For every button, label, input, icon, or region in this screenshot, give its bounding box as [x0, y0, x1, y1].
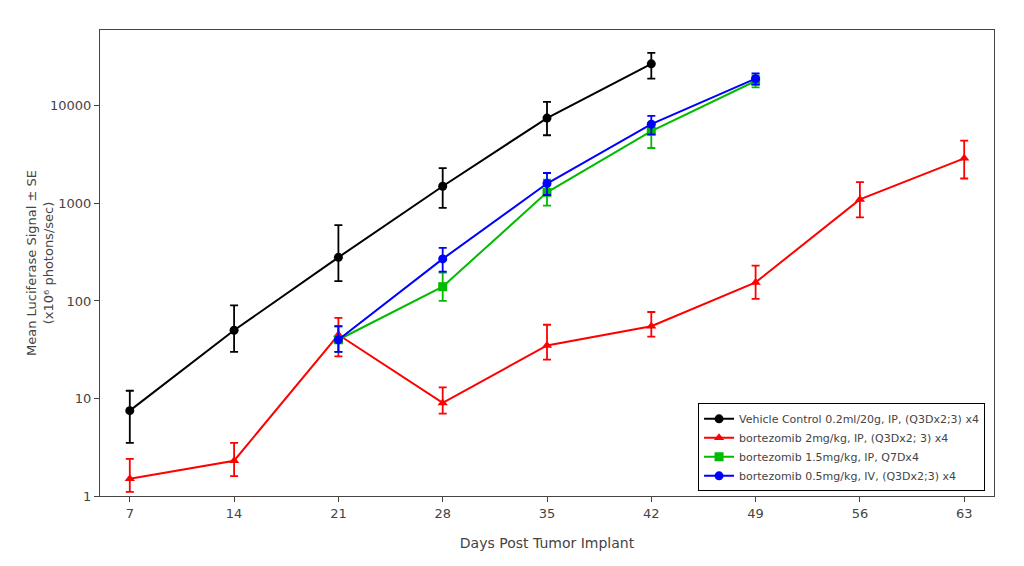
svg-text:42: 42: [643, 506, 660, 521]
svg-text:10: 10: [75, 391, 92, 406]
svg-text:Mean Luciferase Signal ± SE(x1: Mean Luciferase Signal ± SE(x10⁶ photons…: [24, 170, 56, 356]
svg-text:10000: 10000: [50, 98, 91, 113]
svg-text:56: 56: [852, 506, 869, 521]
svg-text:Days Post Tumor Implant: Days Post Tumor Implant: [460, 535, 635, 551]
svg-text:1000: 1000: [58, 196, 91, 211]
svg-text:bortezomib 2mg/kg, IP, (Q3Dx2;: bortezomib 2mg/kg, IP, (Q3Dx2; 3) x4: [739, 432, 948, 445]
svg-text:Vehicle Control 0.2ml/20g, IP,: Vehicle Control 0.2ml/20g, IP, (Q3Dx2;3)…: [739, 413, 979, 426]
svg-text:21: 21: [330, 506, 347, 521]
svg-text:100: 100: [67, 294, 92, 309]
svg-text:1: 1: [83, 489, 91, 504]
svg-text:7: 7: [126, 506, 134, 521]
svg-text:63: 63: [956, 506, 973, 521]
svg-text:35: 35: [539, 506, 556, 521]
svg-text:bortezomib 1.5mg/kg, IP, Q7Dx4: bortezomib 1.5mg/kg, IP, Q7Dx4: [739, 451, 919, 464]
svg-text:14: 14: [226, 506, 243, 521]
svg-text:49: 49: [747, 506, 764, 521]
svg-text:bortezomib 0.5mg/kg, IV, (Q3Dx: bortezomib 0.5mg/kg, IV, (Q3Dx2;3) x4: [739, 470, 956, 483]
svg-text:28: 28: [434, 506, 451, 521]
